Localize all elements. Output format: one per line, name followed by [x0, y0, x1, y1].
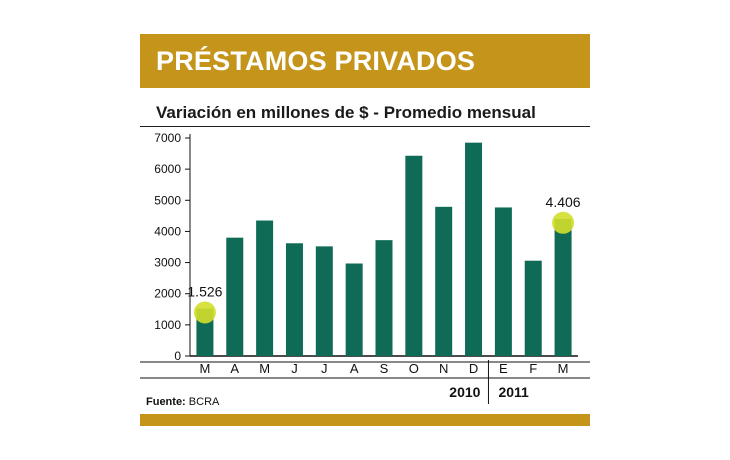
data-label: 1.526: [187, 283, 222, 299]
source-label: Fuente:: [146, 396, 186, 408]
x-tick-label: E: [499, 361, 508, 376]
highlight-marker: [552, 211, 575, 234]
y-tick-label: 1000: [154, 318, 181, 332]
bar: [226, 237, 244, 356]
bar: [494, 207, 512, 356]
y-tick-label: 3000: [154, 256, 181, 270]
bar: [375, 240, 393, 356]
y-tick-label: 5000: [154, 193, 181, 207]
x-tick-label: O: [409, 361, 419, 376]
year-label-2011: 2011: [498, 384, 529, 400]
x-tick-label: J: [321, 361, 328, 376]
y-tick-label: 4000: [154, 224, 181, 238]
x-tick-label: J: [291, 361, 298, 376]
bar: [315, 246, 333, 356]
highlight-marker: [193, 301, 216, 324]
x-tick-label: A: [350, 361, 359, 376]
bar-chart: 0 1000 2000 3000 4000 5000 6000 7000 M A M J J A S O N D E…: [140, 131, 590, 404]
x-tick-label: D: [469, 361, 478, 376]
bottom-bar: [140, 414, 590, 426]
y-tick-label: 7000: [154, 131, 181, 145]
x-tick-label: S: [380, 361, 389, 376]
year-label-2010: 2010: [449, 384, 480, 400]
x-tick-label: N: [439, 361, 448, 376]
chart-subtitle: Variación en millones de $ - Promedio me…: [156, 103, 536, 122]
infographic-card: PRÉSTAMOS PRIVADOS Variación en millones…: [140, 34, 590, 426]
x-tick-label: A: [230, 361, 239, 376]
bar: [435, 206, 453, 356]
bar: [405, 155, 423, 356]
y-tick-label: 6000: [154, 162, 181, 176]
x-tick-label: M: [259, 361, 270, 376]
bar: [554, 218, 572, 356]
bar: [465, 142, 483, 356]
bar: [256, 220, 274, 356]
x-tick-label: M: [558, 361, 569, 376]
title-banner: PRÉSTAMOS PRIVADOS: [140, 34, 590, 88]
x-tick-label: F: [529, 361, 537, 376]
data-label: 4.406: [546, 194, 581, 210]
y-tick-label: 0: [174, 349, 181, 363]
source-value: BCRA: [188, 396, 220, 408]
subtitle-divider: [140, 126, 590, 127]
source-note: Fuente: BCRA: [146, 396, 219, 408]
bar: [345, 263, 363, 356]
y-tick-label: 2000: [154, 287, 181, 301]
bar: [524, 260, 542, 356]
page-title: PRÉSTAMOS PRIVADOS: [156, 46, 476, 76]
x-tick-label: M: [200, 361, 211, 376]
bar: [285, 243, 303, 356]
